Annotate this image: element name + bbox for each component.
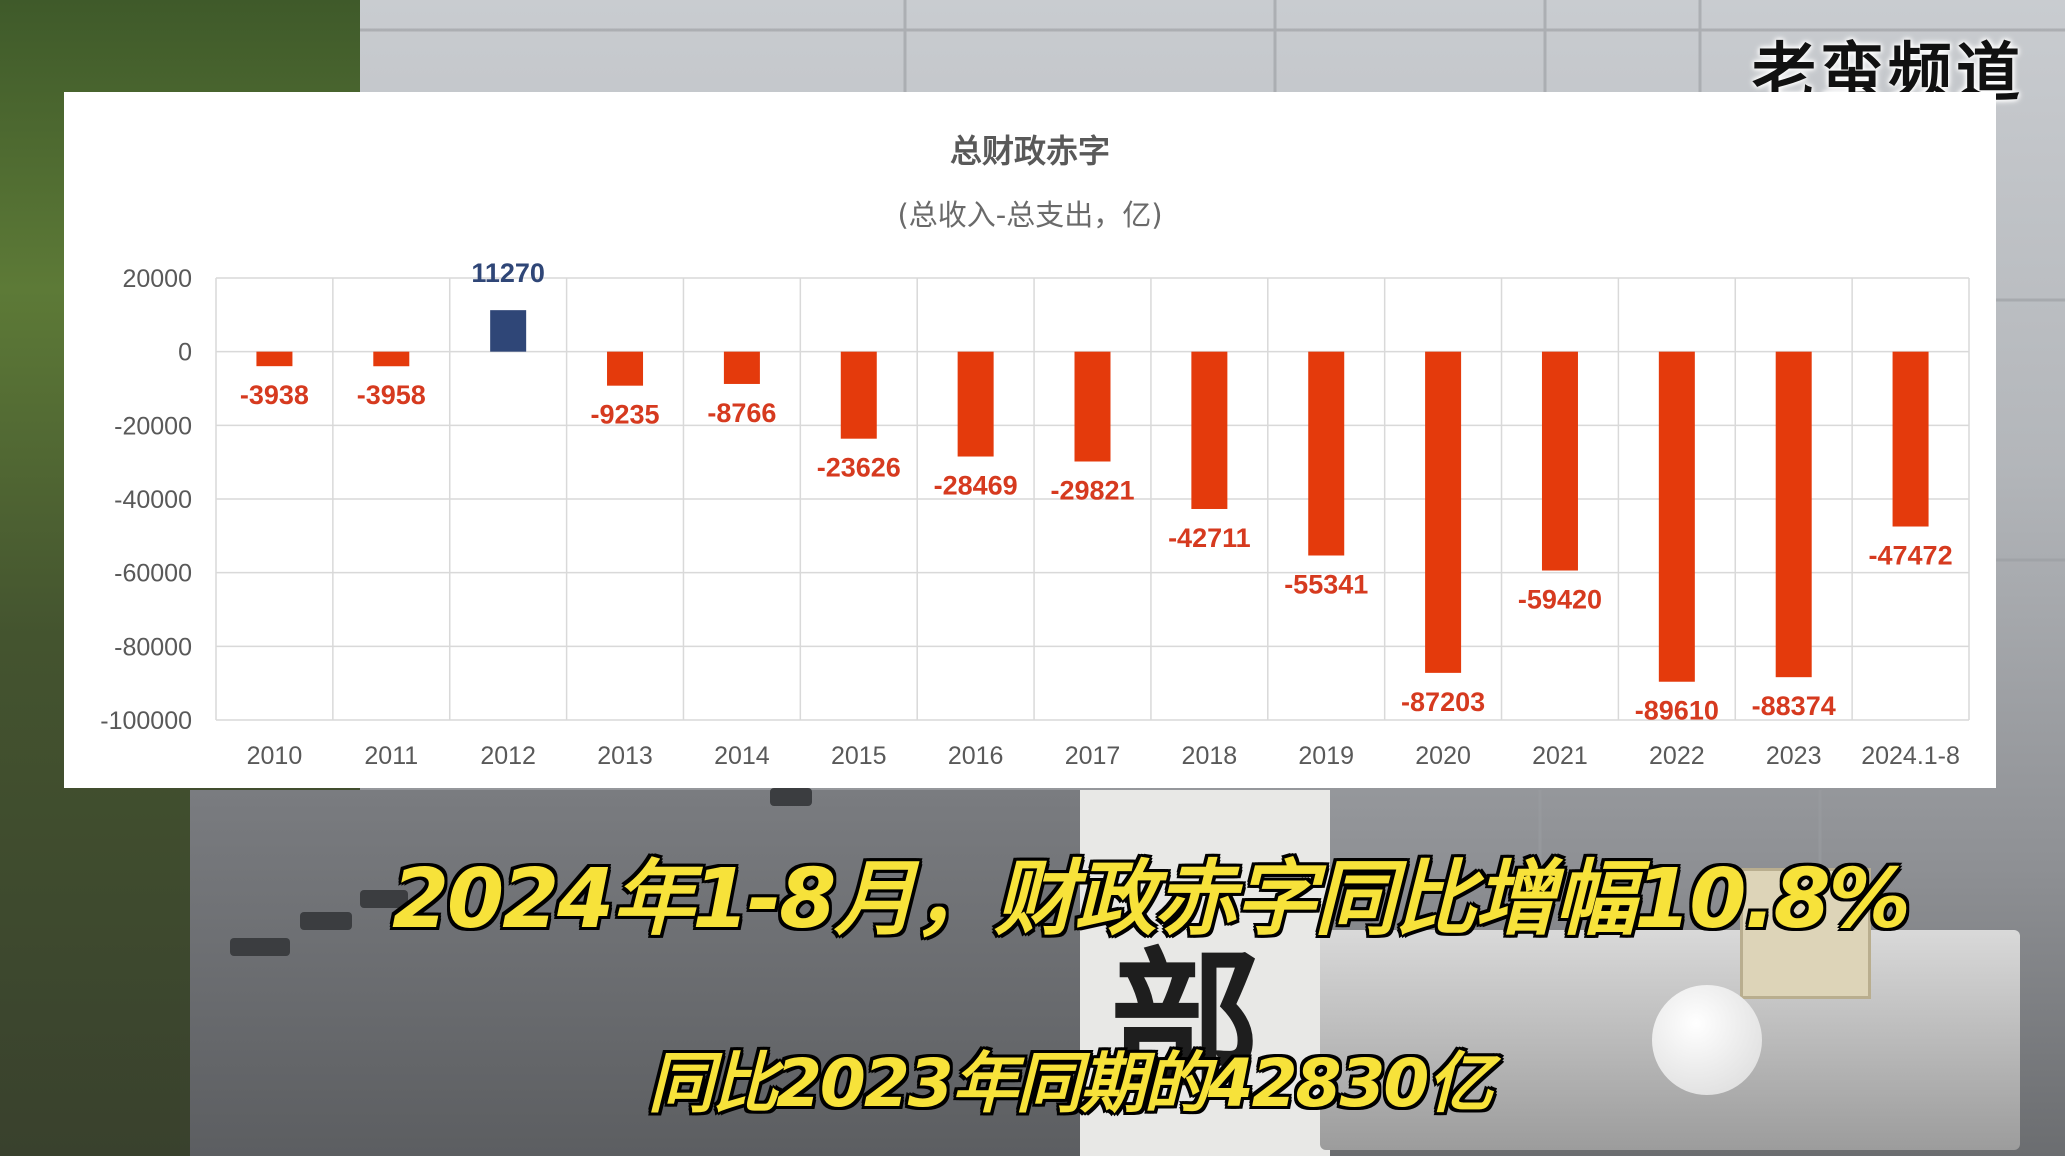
data-label: -42711 (1168, 523, 1251, 553)
y-tick-label: -80000 (114, 633, 192, 661)
bar-chart: 20000 0 -20000 -40000 -60000 -80000 -100000 -39… (100, 258, 1970, 770)
data-label: -3958 (357, 380, 426, 410)
chart-title: 总财政赤字 (949, 132, 1110, 170)
bar (1074, 351, 1111, 462)
x-tick-label: 2018 (1182, 742, 1238, 770)
data-label: -88374 (1752, 691, 1836, 721)
bar (723, 351, 760, 384)
bar (1191, 351, 1228, 509)
data-label: -3938 (240, 380, 309, 410)
background-lamp (1652, 985, 1762, 1095)
y-tick-label: -40000 (114, 486, 192, 514)
data-label: -55341 (1284, 570, 1368, 600)
background-sign (1080, 790, 1330, 1156)
x-tick-label: 2021 (1532, 742, 1588, 770)
data-label: -23626 (817, 453, 901, 483)
y-tick-label: 0 (178, 339, 192, 367)
bar (1541, 351, 1578, 571)
y-tick-label: 20000 (122, 265, 192, 293)
subtitle-caption-2: 同比2023年同期的42830亿 (648, 1045, 1493, 1122)
background-sign-character: 部 (1110, 933, 1261, 1109)
bar (1658, 351, 1695, 682)
x-tick-label: 2012 (480, 742, 536, 770)
x-tick-label: 2016 (948, 742, 1004, 770)
bar (1775, 351, 1812, 678)
bar (256, 351, 293, 367)
x-tick-label: 2014 (714, 742, 770, 770)
bar (490, 310, 527, 352)
x-tick-label: 2013 (597, 742, 653, 770)
x-tick-label: 2022 (1649, 742, 1705, 770)
data-label: -89610 (1635, 696, 1719, 726)
data-label: 11270 (471, 258, 545, 288)
bar (1308, 351, 1345, 556)
bar (1425, 351, 1462, 673)
data-label: -8766 (707, 398, 776, 428)
bar (607, 351, 644, 386)
chart-card: 总财政赤字 (总收入-总支出，亿) 20000 0 -20000 -40000 -600… (64, 92, 1996, 788)
x-tick-label: 2020 (1415, 742, 1471, 770)
data-label: -28469 (934, 471, 1018, 501)
bar (840, 351, 877, 439)
data-label: -9235 (591, 400, 660, 430)
background-antenna-panel (1740, 868, 1871, 999)
bar (1892, 351, 1929, 527)
security-camera-icon (300, 912, 352, 930)
data-label: -47472 (1869, 541, 1953, 571)
x-tick-label: 2023 (1766, 742, 1822, 770)
x-tick-label: 2010 (247, 742, 303, 770)
security-camera-icon (360, 890, 408, 908)
x-tick-label: 2017 (1065, 742, 1121, 770)
chart-subtitle: (总收入-总支出，亿) (897, 198, 1163, 232)
security-camera-icon (230, 938, 290, 956)
x-tick-label: 2019 (1298, 742, 1354, 770)
x-tick-label: 2024.1-8 (1861, 742, 1960, 770)
y-tick-label: -20000 (114, 412, 192, 440)
data-label: -29821 (1050, 476, 1134, 506)
bar (373, 351, 410, 367)
y-tick-label: -100000 (100, 707, 192, 735)
data-label: -87203 (1401, 687, 1485, 717)
x-tick-label: 2011 (364, 742, 418, 770)
x-tick-label: 2015 (831, 742, 887, 770)
bar (957, 351, 994, 457)
security-camera-icon (770, 788, 812, 806)
subtitle-caption-1: 2024年1-8月，财政赤字同比增幅10.8% (392, 852, 1911, 947)
y-tick-label: -60000 (114, 560, 192, 588)
data-label: -59420 (1518, 585, 1602, 615)
